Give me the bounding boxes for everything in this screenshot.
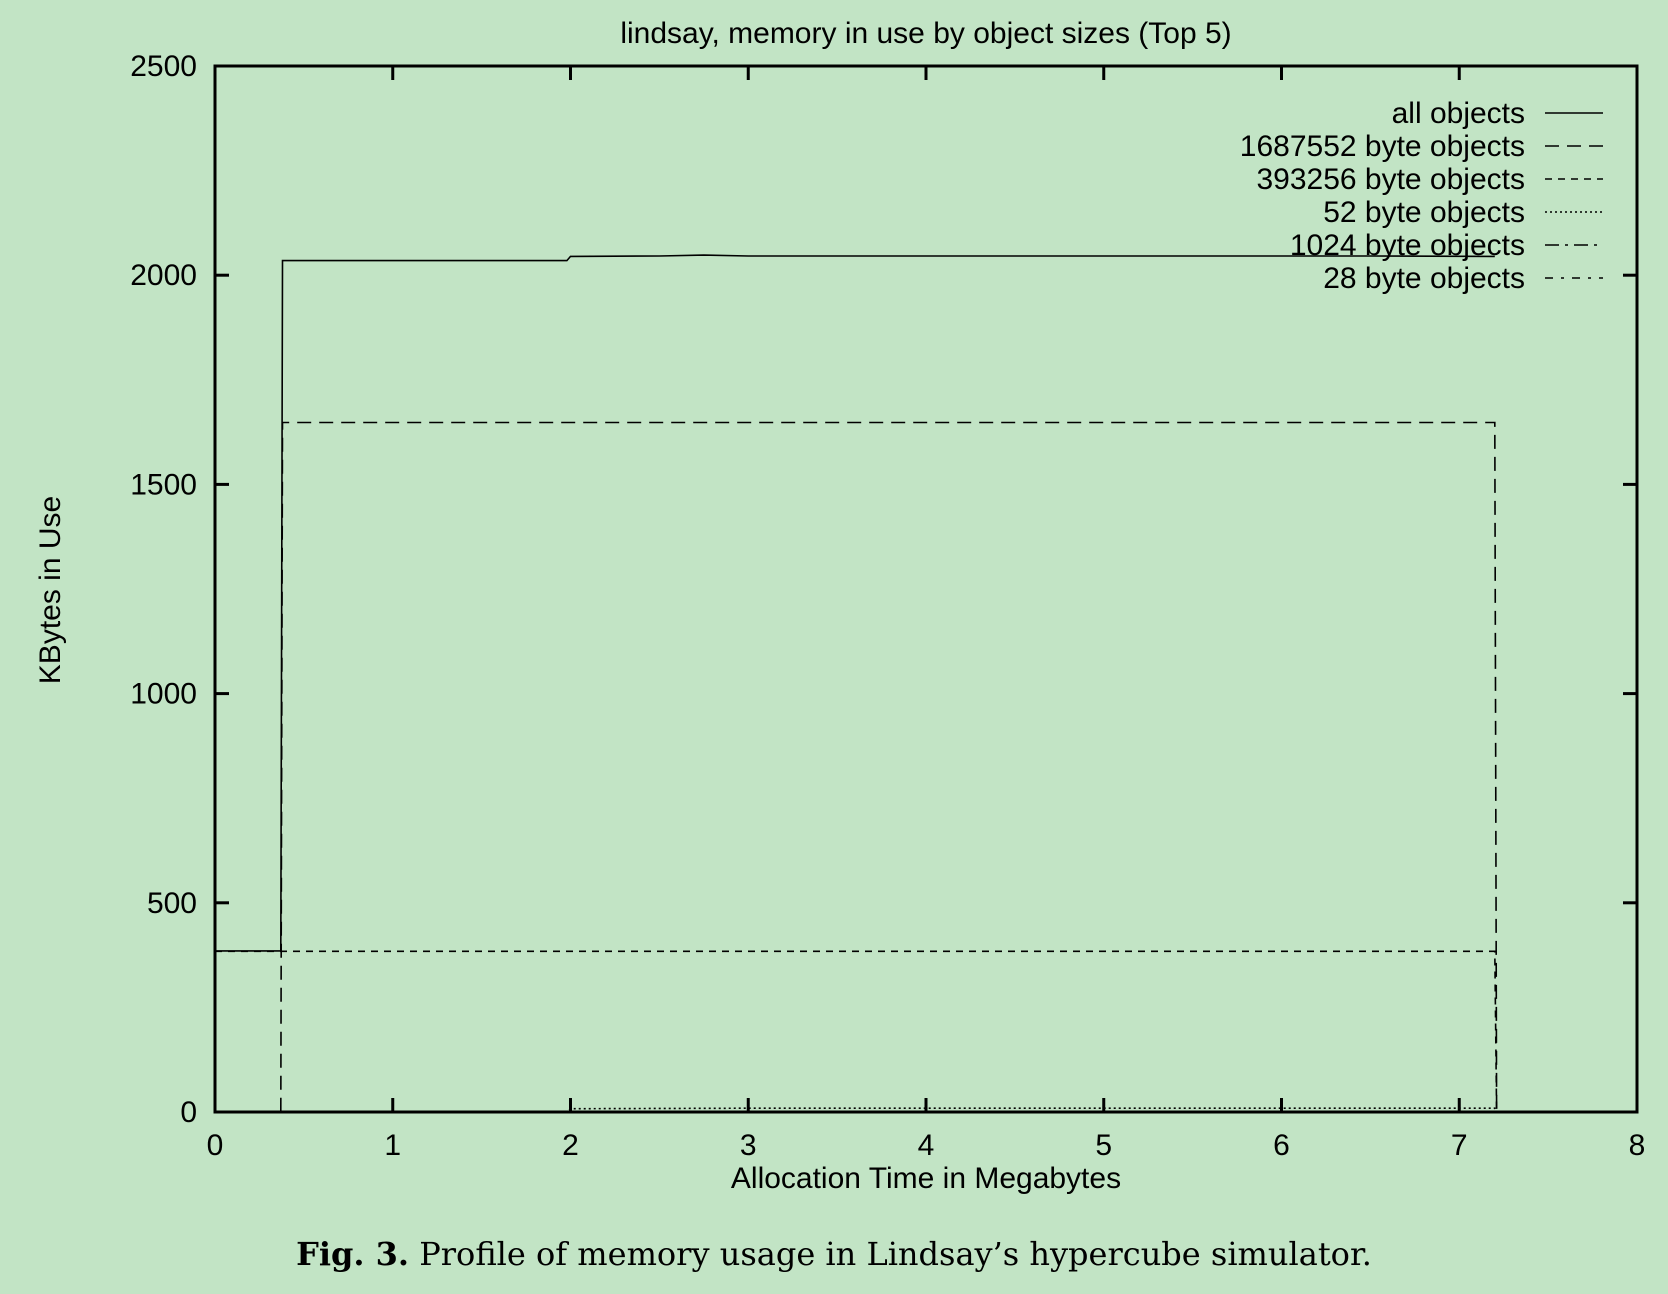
axis-ticks: 0 1 2 3 4 5 6 7 8 0 500 1000 1500 2000 2500 <box>130 50 1645 1162</box>
memory-usage-chart: lindsay, memory in use by object sizes (… <box>34 17 1645 1195</box>
y-axis-label: KBytes in Use <box>34 496 67 684</box>
x-tick-label: 4 <box>918 1129 935 1162</box>
x-tick-label: 3 <box>740 1129 757 1162</box>
caption-label: Fig. 3. <box>296 1235 410 1273</box>
x-tick-label: 0 <box>207 1129 224 1162</box>
y-tick-label: 2000 <box>130 259 197 292</box>
series-lines <box>215 254 1498 1113</box>
legend-entry-label: 28 byte objects <box>1323 262 1525 295</box>
legend-entry-label: 52 byte objects <box>1323 196 1525 229</box>
x-tick-label: 5 <box>1095 1129 1112 1162</box>
y-tick-label: 2500 <box>130 50 197 83</box>
y-tick-label: 0 <box>180 1096 197 1129</box>
plot-frame <box>213 64 1639 1114</box>
legend-entry-label: 393256 byte objects <box>1256 163 1525 196</box>
x-tick-label: 2 <box>562 1129 579 1162</box>
x-tick-label: 1 <box>384 1129 401 1162</box>
x-tick-label: 7 <box>1451 1129 1468 1162</box>
legend-entry-label: 1024 byte objects <box>1290 229 1525 262</box>
caption-text: Profile of memory usage in Lindsay’s hyp… <box>419 1235 1372 1273</box>
series-line-3 <box>215 950 1498 1113</box>
series-line-1 <box>215 254 1495 952</box>
series-line-2 <box>215 421 1498 1113</box>
chart-title: lindsay, memory in use by object sizes (… <box>620 17 1231 50</box>
figure-caption: Fig. 3. Profile of memory usage in Linds… <box>0 1235 1668 1273</box>
legend-entry-label: all objects <box>1392 97 1525 130</box>
x-axis-label: Allocation Time in Megabytes <box>731 1162 1121 1195</box>
y-tick-label: 1000 <box>130 678 197 711</box>
y-tick-label: 500 <box>147 887 197 920</box>
legend-entry-label: 1687552 byte objects <box>1240 130 1525 163</box>
x-tick-label: 6 <box>1273 1129 1290 1162</box>
y-tick-label: 1500 <box>130 468 197 501</box>
x-tick-label: 8 <box>1629 1129 1646 1162</box>
